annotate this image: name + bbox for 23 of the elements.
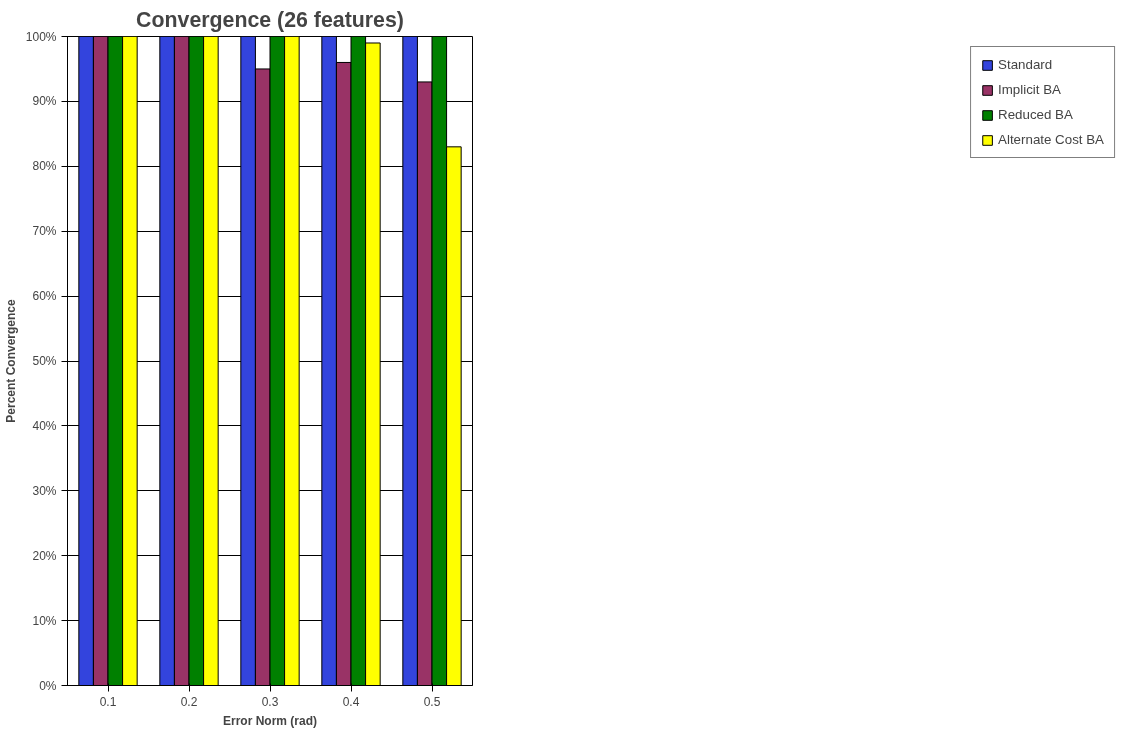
legend-label: Implicit BA — [998, 82, 1062, 97]
x-tick-label: 0.1 — [99, 694, 117, 709]
y-tick-label: 70% — [32, 224, 57, 239]
y-tick-label: 40% — [32, 418, 57, 433]
y-tick-label: 100% — [25, 29, 57, 44]
legend-label: Reduced BA — [998, 107, 1073, 122]
x-tick-label: 0.4 — [342, 694, 360, 709]
y-tick-label: 30% — [32, 483, 57, 498]
y-tick-label: 20% — [32, 548, 57, 563]
y-tick-label: 0% — [39, 678, 57, 693]
x-tick-label: 0.5 — [423, 694, 441, 709]
x-axis-title: Error Norm (rad) — [222, 713, 318, 728]
y-tick-label: 10% — [32, 613, 57, 628]
legend-label: Alternate Cost BA — [998, 132, 1104, 147]
y-tick-label: 90% — [32, 94, 57, 109]
x-tick-label: 0.3 — [261, 694, 279, 709]
legend-label: Standard — [998, 57, 1053, 72]
x-tick-label: 0.2 — [180, 694, 198, 709]
y-axis-title: Percent Convergence — [3, 298, 18, 423]
y-tick-label: 80% — [32, 159, 57, 174]
y-tick-label: 50% — [32, 354, 57, 368]
y-tick-label: 60% — [32, 289, 57, 304]
chart-title: Convergence (26 features) — [136, 7, 404, 32]
